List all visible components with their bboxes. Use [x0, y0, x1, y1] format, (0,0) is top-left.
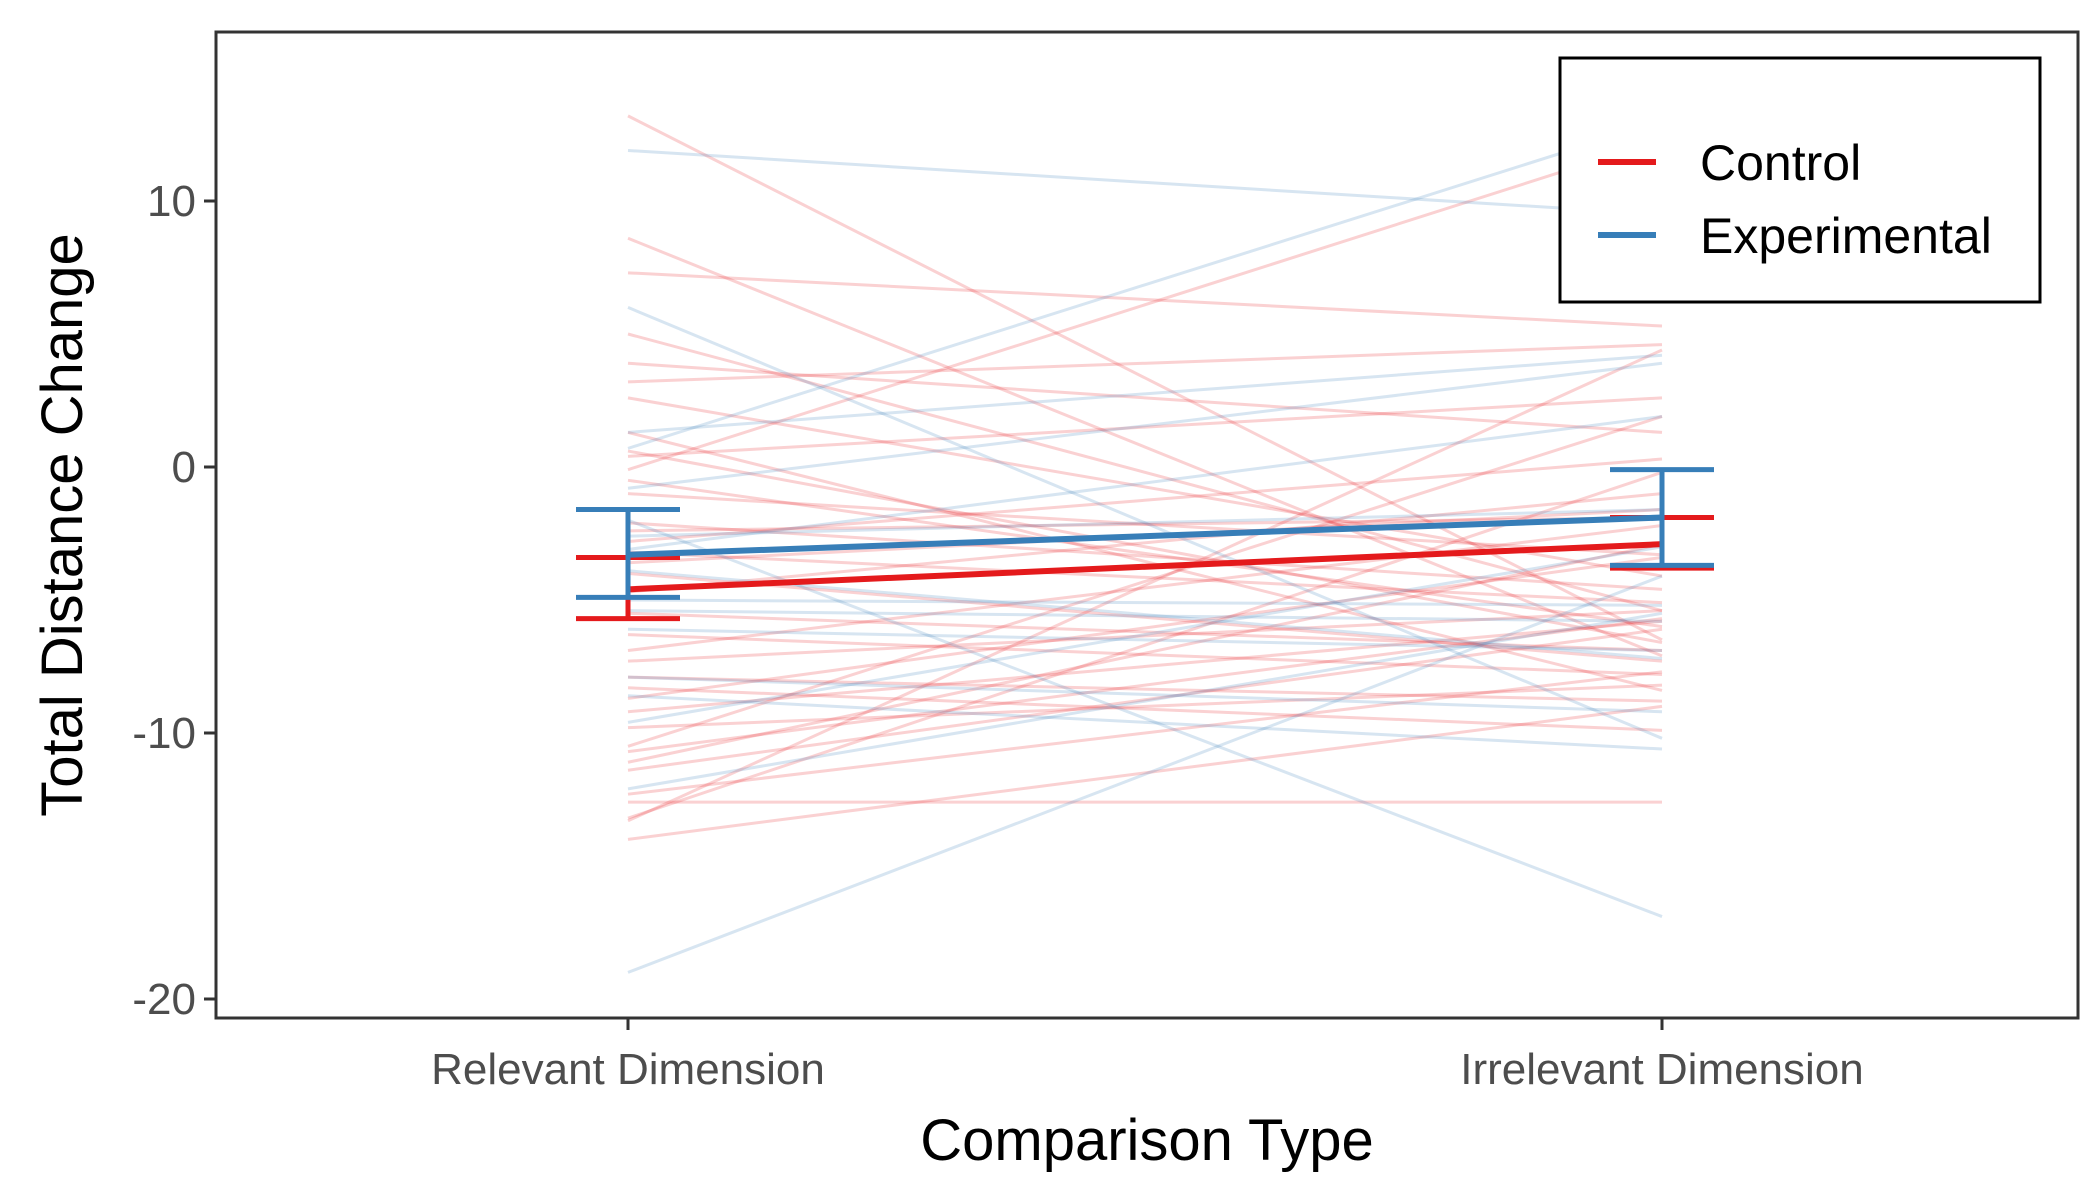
participant-line-experimental-0 — [627, 148, 1663, 216]
participant-line-control-28 — [627, 627, 1663, 772]
x-axis-title: Comparison Type — [920, 1108, 1374, 1173]
participant-line-control-18 — [627, 633, 1663, 676]
legend-label-experimental: Experimental — [1700, 208, 1992, 264]
participant-line-control-37 — [627, 516, 1663, 533]
participant-line-control-35 — [627, 478, 1663, 629]
participant-line-control-22 — [627, 555, 1663, 700]
participant-line-control-30 — [627, 470, 1663, 820]
participant-line-control-17 — [627, 611, 1663, 653]
participant-line-control-25 — [627, 415, 1663, 748]
participant-line-control-33 — [627, 670, 1663, 796]
participant-line-control-20 — [627, 609, 1663, 663]
participant-line-control-16 — [627, 492, 1663, 594]
participant-line-control-15 — [627, 571, 1663, 663]
participant-line-experimental-1 — [627, 306, 1663, 740]
participant-line-experimental-14 — [627, 518, 1663, 918]
participant-line-control-31 — [627, 348, 1663, 823]
participant-line-control-34 — [627, 686, 1663, 732]
participant-line-control-12 — [627, 457, 1663, 543]
x-tick-label: Irrelevant Dimension — [1460, 1045, 1864, 1094]
participant-line-control-27 — [627, 542, 1663, 764]
participant-line-experimental-15 — [627, 598, 1663, 607]
participant-line-control-8 — [627, 396, 1663, 458]
group-means — [576, 467, 1714, 622]
mean-line-experimental — [627, 514, 1663, 558]
legend-box — [1558, 56, 2042, 304]
participant-line-control-10 — [627, 492, 1663, 557]
participant-line-control-13 — [627, 550, 1663, 605]
participant-line-experimental-2 — [627, 353, 1663, 434]
participant-line-experimental-16 — [627, 414, 1663, 551]
participant-line-control-36 — [627, 332, 1663, 613]
participant-line-control-24 — [627, 683, 1663, 730]
participant-line-experimental-6 — [627, 569, 1663, 661]
participant-line-experimental-3 — [627, 119, 1663, 450]
legend-label-control: Control — [1700, 135, 1861, 191]
participant-line-control-1 — [627, 236, 1663, 658]
mean-line-control — [627, 541, 1663, 593]
legend: Control Experimental — [1558, 56, 2042, 304]
participant-line-experimental-13 — [627, 574, 1663, 974]
y-axis: 10 0 -10 -20 — [132, 177, 216, 1024]
participant-line-experimental-10 — [627, 694, 1663, 751]
participant-line-control-5 — [627, 396, 1663, 578]
participant-line-experimental-5 — [627, 508, 1663, 538]
participant-line-control-11 — [627, 521, 1663, 591]
x-tick-label: Relevant Dimension — [431, 1045, 825, 1094]
participant-line-experimental-8 — [627, 627, 1663, 653]
participant-line-experimental-12 — [627, 611, 1663, 791]
participant-line-control-26 — [627, 617, 1663, 754]
participant-line-control-6 — [627, 430, 1663, 692]
participant-line-experimental-11 — [627, 545, 1663, 724]
participant-line-control-2 — [627, 271, 1663, 328]
y-tick-label: 0 — [172, 443, 196, 492]
participant-line-experimental-7 — [627, 609, 1663, 623]
x-axis: Relevant Dimension Irrelevant Dimension — [431, 1018, 1864, 1094]
y-axis-title: Total Distance Change — [30, 233, 95, 817]
y-tick-label: -10 — [132, 709, 196, 758]
participant-line-experimental-9 — [627, 675, 1663, 714]
participant-line-control-9 — [627, 138, 1663, 472]
participant-line-experimental-4 — [627, 361, 1663, 490]
y-tick-label: 10 — [147, 177, 196, 226]
participant-line-control-3 — [627, 361, 1663, 434]
participant-line-control-7 — [627, 449, 1663, 645]
participant-line-control-32 — [627, 704, 1663, 841]
y-tick-label: -20 — [132, 975, 196, 1024]
participant-line-control-21 — [627, 675, 1663, 703]
participant-line-control-4 — [627, 343, 1663, 384]
participant-line-control-19 — [627, 524, 1663, 653]
participant-line-control-23 — [627, 619, 1663, 714]
